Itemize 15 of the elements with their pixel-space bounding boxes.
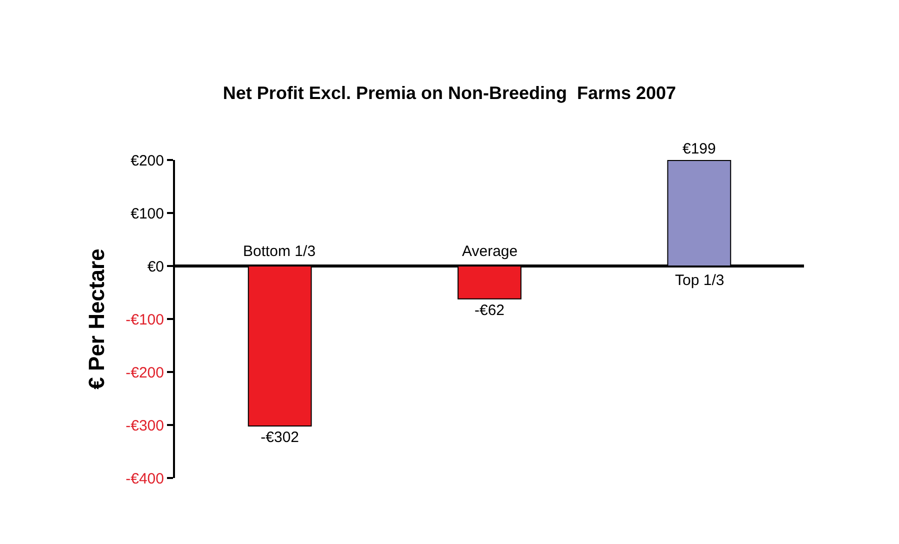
y-tick-label: €100	[130, 205, 164, 222]
y-tick-label: -€100	[126, 311, 164, 328]
data-label: €199	[682, 140, 716, 158]
data-label: -€302	[260, 429, 300, 446]
y-tick-label: -€300	[126, 417, 164, 434]
x-tick-label: Average	[462, 243, 518, 260]
y-tick-label: €200	[130, 152, 164, 170]
y-axis-title: € Per Hectare	[84, 248, 109, 390]
x-tick-label: Top 1/3	[675, 272, 724, 289]
y-tick-label: -€200	[126, 364, 164, 382]
x-tick-label: Bottom 1/3	[243, 243, 316, 260]
y-tick-label: -€400	[126, 470, 164, 488]
chart-title: Net Profit Excl. Premia on Non-Breeding Farms 2007	[222, 82, 676, 103]
y-tick-label: €0	[147, 258, 164, 276]
data-label: -€62	[474, 302, 505, 319]
